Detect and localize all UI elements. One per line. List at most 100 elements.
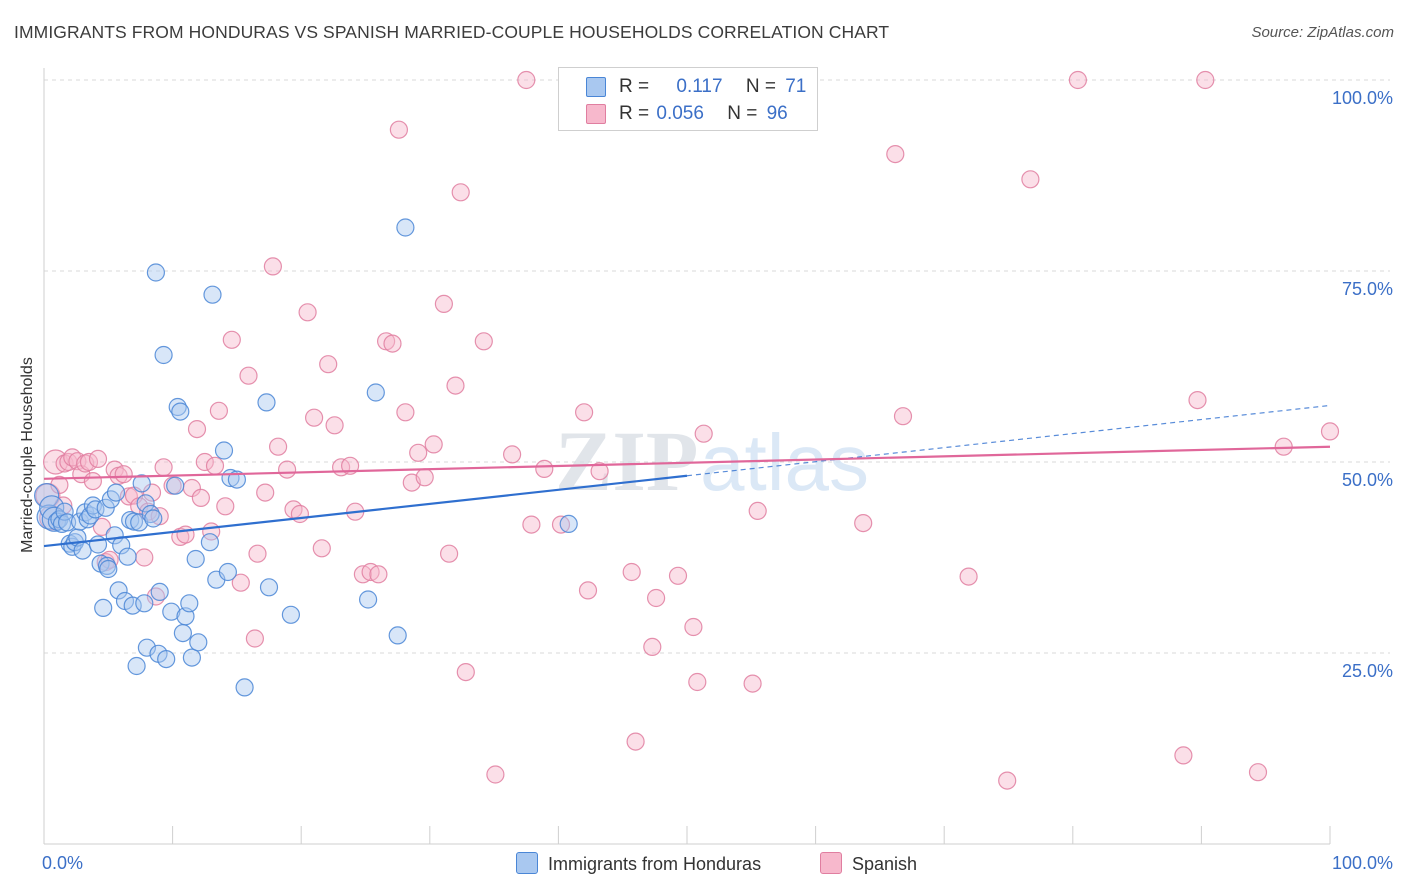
spanish-point: [998, 771, 1017, 790]
x-tick-label-max: 100.0%: [1332, 853, 1393, 873]
spanish-point: [748, 501, 767, 520]
honduras-point: [388, 626, 407, 645]
spanish-point: [424, 435, 443, 454]
spanish-point: [389, 120, 408, 139]
spanish-point: [92, 517, 112, 537]
y-tick-label-25: 25.0%: [1342, 661, 1393, 681]
source-label: Source: ZipAtlas.com: [1251, 24, 1394, 41]
spanish-point: [114, 465, 133, 484]
spanish-point: [440, 544, 459, 563]
spanish-point: [176, 525, 195, 544]
honduras-point: [366, 383, 385, 402]
honduras-point: [55, 502, 74, 521]
spanish-point: [383, 334, 402, 353]
honduras-trend-line: [43, 474, 688, 548]
honduras-point: [173, 623, 192, 643]
tick-labels: 25.0% 50.0% 75.0% 100.0% 0.0% 100.0%: [42, 88, 1393, 873]
spanish-point: [1248, 763, 1268, 782]
series-legend-honduras: Immigrants from Honduras: [516, 852, 761, 875]
spanish-point: [1174, 746, 1193, 765]
chart-title: IMMIGRANTS FROM HONDURAS VS SPANISH MARR…: [14, 22, 890, 42]
spanish-point: [195, 452, 214, 472]
spanish-point: [743, 674, 762, 693]
legend-n-value-spanish: 96: [766, 103, 788, 124]
honduras-point: [171, 402, 190, 421]
honduras-point: [135, 594, 154, 613]
spanish-point: [446, 376, 465, 395]
y-tick-label-75: 75.0%: [1342, 279, 1393, 299]
honduras-point: [127, 656, 146, 676]
honduras-point: [162, 602, 181, 621]
legend-n-label: N =: [745, 76, 776, 97]
honduras-point: [259, 578, 279, 597]
spanish-point: [396, 403, 415, 422]
honduras-point: [144, 509, 163, 528]
spanish-point: [1188, 391, 1207, 410]
honduras-point: [132, 474, 151, 493]
spanish-point: [319, 355, 338, 374]
legend-r-label: R =: [619, 103, 650, 124]
spanish-point: [434, 294, 453, 313]
spanish-point: [1320, 422, 1340, 441]
legend-n-value-honduras: 71: [785, 76, 807, 97]
spanish-point: [626, 732, 645, 751]
spanish-point: [502, 445, 522, 464]
honduras-point: [136, 494, 155, 513]
honduras-point: [281, 605, 300, 624]
honduras-point: [227, 470, 246, 489]
spanish-point: [269, 437, 288, 456]
y-tick-label-50: 50.0%: [1342, 470, 1393, 490]
series-swatch-pink: [820, 852, 842, 874]
spanish-point: [456, 662, 475, 682]
honduras-point: [123, 596, 142, 615]
spanish-point: [886, 145, 905, 164]
honduras-point: [189, 633, 208, 652]
trend-lines: [43, 404, 1331, 548]
spanish-point: [688, 672, 707, 692]
spanish-point: [248, 544, 267, 563]
honduras-point: [200, 533, 219, 552]
correlation-legend: R = 0.117 N = 71 R = 0.056 N = 96: [558, 67, 818, 131]
legend-swatch-blue: [586, 77, 606, 97]
series-swatch-blue: [516, 852, 538, 874]
x-tick-label-min: 0.0%: [42, 853, 83, 873]
honduras-point: [180, 594, 199, 613]
spanish-point: [216, 497, 235, 516]
legend-r-value-spanish: 0.056: [656, 103, 704, 124]
honduras-point: [118, 547, 137, 566]
spanish-point: [694, 424, 713, 443]
spanish-point: [668, 566, 688, 585]
honduras-point: [559, 514, 578, 534]
honduras-point: [97, 556, 117, 576]
legend-swatch-pink: [586, 104, 606, 124]
spanish-point: [312, 539, 331, 558]
series-name-honduras: Immigrants from Honduras: [548, 854, 762, 874]
spanish-point: [1068, 70, 1088, 90]
spanish-point: [88, 449, 108, 468]
spanish-point: [305, 408, 324, 427]
spanish-point: [893, 407, 913, 426]
spanish-point: [1196, 70, 1215, 90]
honduras-point: [214, 441, 234, 460]
spanish-point: [622, 562, 641, 582]
spanish-point: [643, 637, 662, 657]
y-tick-label-100: 100.0%: [1332, 88, 1393, 108]
spanish-point: [522, 515, 541, 534]
honduras-point: [137, 638, 156, 657]
spanish-point: [486, 765, 505, 784]
honduras-point: [235, 678, 254, 697]
series-name-spanish: Spanish: [852, 854, 918, 874]
honduras-point: [186, 549, 205, 569]
spanish-point: [451, 183, 470, 202]
honduras-point: [218, 562, 237, 582]
honduras-point: [257, 393, 276, 412]
honduras-point: [73, 541, 92, 560]
honduras-point: [150, 582, 169, 602]
spanish-point: [684, 617, 703, 637]
spanish-point: [646, 588, 666, 608]
spanish-point: [187, 420, 207, 439]
spanish-point: [154, 458, 173, 477]
honduras-point: [109, 581, 128, 600]
spanish-point: [209, 401, 228, 420]
